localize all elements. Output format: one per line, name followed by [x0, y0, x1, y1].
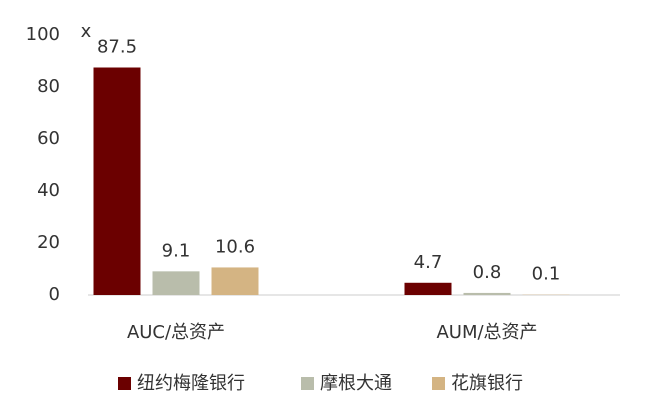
- legend-label: 摩根大通: [320, 373, 392, 394]
- legend-swatch: [301, 377, 314, 390]
- value-label: 0.1: [532, 264, 561, 285]
- legend-swatch: [432, 377, 445, 390]
- legend-label: 纽约梅隆银行: [137, 373, 245, 394]
- unit-label: x: [81, 21, 92, 42]
- value-label: 4.7: [414, 252, 443, 273]
- legend-label: 花旗银行: [451, 373, 523, 394]
- y-tick-label: 100: [26, 24, 60, 45]
- y-tick-label: 80: [37, 76, 60, 97]
- bar: [212, 267, 259, 295]
- bar: [94, 68, 141, 296]
- bar: [464, 293, 511, 295]
- legend-swatch: [118, 377, 131, 390]
- bar: [153, 271, 200, 295]
- y-tick-label: 20: [37, 232, 60, 253]
- y-tick-label: 0: [49, 284, 60, 305]
- value-label: 87.5: [97, 37, 137, 58]
- bar: [405, 283, 452, 295]
- value-label: 9.1: [162, 240, 191, 261]
- value-label: 10.6: [215, 236, 255, 257]
- y-tick-label: 60: [37, 128, 60, 149]
- value-label: 0.8: [473, 262, 502, 283]
- x-tick-label: AUC/总资产: [127, 322, 225, 343]
- y-tick-label: 40: [37, 180, 60, 201]
- x-tick-label: AUM/总资产: [436, 322, 537, 343]
